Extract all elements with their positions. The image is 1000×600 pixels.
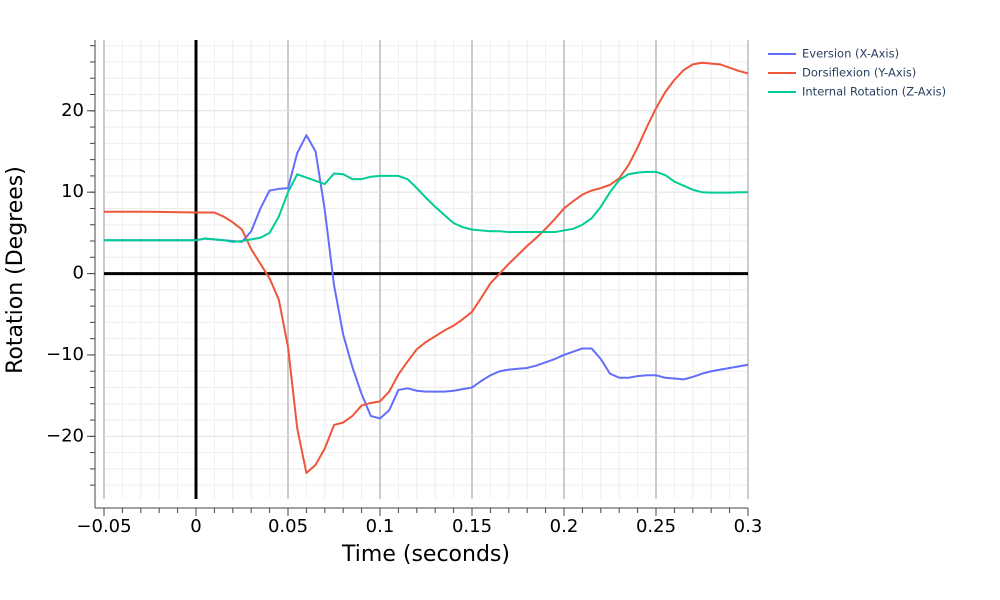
y-tick-label: 0 [73, 263, 84, 284]
y-tick-label: −20 [46, 425, 84, 446]
y-tick-label: 10 [61, 181, 84, 202]
x-tick-label: 0.15 [452, 516, 492, 537]
legend-label: Eversion (X-Axis) [802, 47, 899, 61]
legend-label: Dorsiflexion (Y-Axis) [802, 66, 916, 80]
y-tick-label: 20 [61, 100, 84, 121]
x-tick-label: 0 [190, 516, 201, 537]
x-tick-label: 0.25 [636, 516, 676, 537]
x-tick-label: 0.1 [366, 516, 395, 537]
y-tick-label: −10 [46, 344, 84, 365]
series-line [104, 170, 748, 243]
series-line [104, 61, 749, 474]
x-tick-label: 0.3 [734, 516, 763, 537]
y-axis-title: Rotation (Degrees) [3, 166, 28, 374]
grid [90, 40, 749, 513]
series-line [104, 134, 749, 420]
legend-label: Internal Rotation (Z-Axis) [802, 85, 946, 99]
x-tick-label: −0.05 [76, 516, 131, 537]
x-axis-title: Time (seconds) [341, 542, 510, 567]
x-tick-label: 0.05 [268, 516, 308, 537]
x-tick-label: 0.2 [550, 516, 579, 537]
